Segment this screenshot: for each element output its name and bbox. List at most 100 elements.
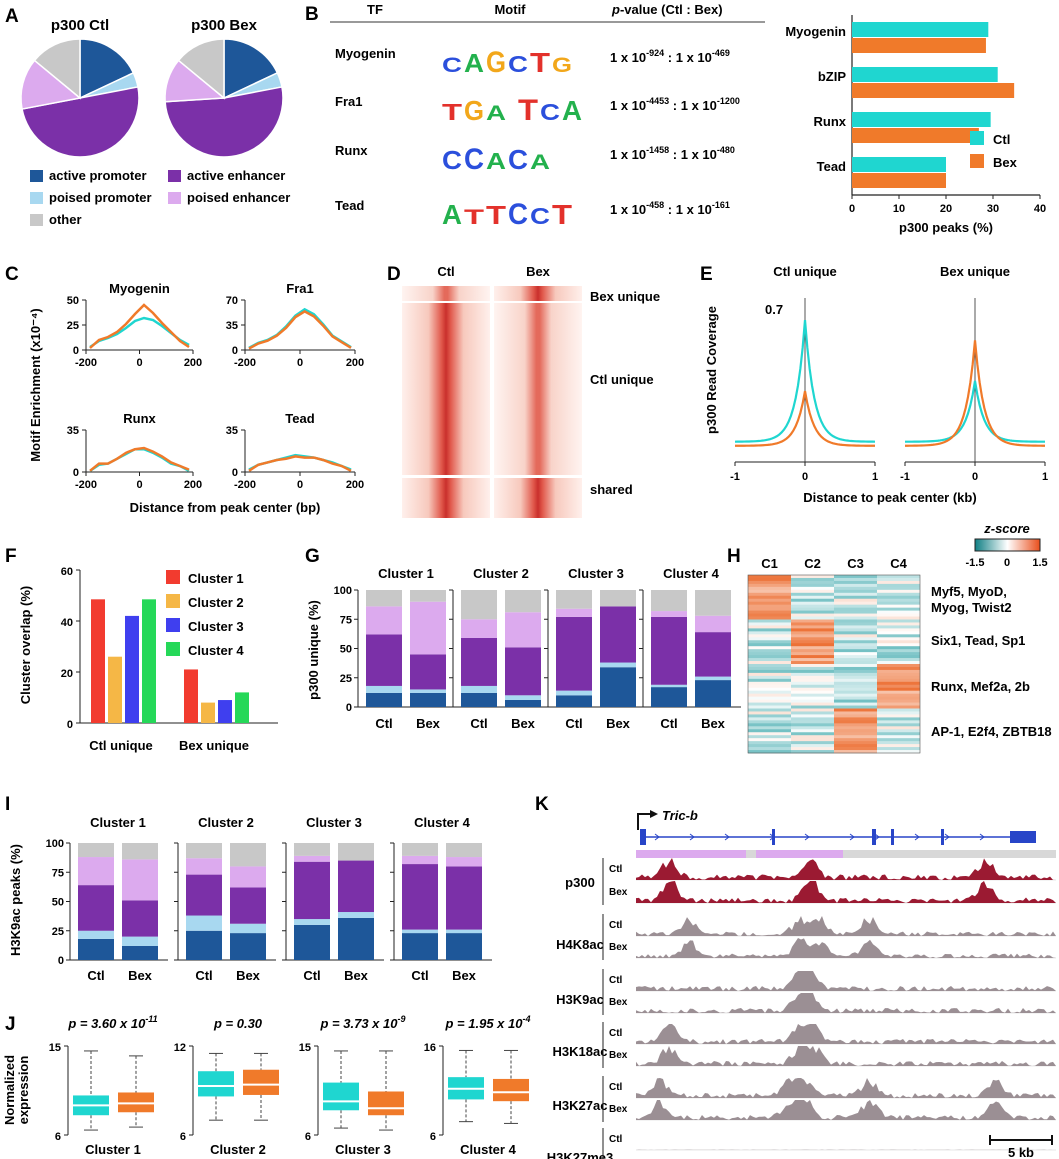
x-tick-label: 0 xyxy=(136,479,142,491)
y-tick-label: 0 xyxy=(73,467,79,479)
heat-cell xyxy=(877,693,920,698)
pie-slice-poised_enhancer xyxy=(20,59,82,110)
pvalue-label: p = 1.95 x 10-4 xyxy=(445,1014,531,1031)
stack-seg-active_promoter xyxy=(410,692,446,707)
stack-seg-active_promoter xyxy=(505,699,541,707)
heat-cell xyxy=(791,735,834,739)
stack-seg-active_promoter xyxy=(230,933,266,960)
heat-cell xyxy=(834,726,877,730)
y-tick-label: 50 xyxy=(67,295,79,307)
heat-cell xyxy=(791,598,834,603)
motif-letter: C xyxy=(442,147,462,175)
bar-label-ctl: Ctl xyxy=(87,968,104,983)
pvalue-exp-ctl: -458 xyxy=(646,200,664,210)
header-tf: TF xyxy=(367,2,383,17)
legend-swatch-ctl xyxy=(970,131,984,145)
heat-cell xyxy=(834,625,877,629)
heat-cell xyxy=(791,580,834,585)
pie-slice-active_enhancer xyxy=(164,86,284,158)
group-title: Cluster 4 xyxy=(663,566,719,581)
heat-column-label: C2 xyxy=(804,556,821,571)
heat-cell xyxy=(791,684,834,689)
x-tick-label: 0 xyxy=(297,357,303,369)
heat-cell xyxy=(748,732,791,736)
stack-seg-poised_promoter xyxy=(446,929,482,934)
row-group-label: Runx, Mef2a, 2b xyxy=(931,679,1030,694)
heat-cell xyxy=(834,708,877,712)
stack-group: Cluster 2 Ctl Bex xyxy=(449,566,551,731)
heat-cell xyxy=(877,702,920,706)
y-tick-label: 20 xyxy=(61,668,73,680)
heat-cell xyxy=(834,619,877,623)
heat-cell xyxy=(748,575,791,579)
signal-h3k18ac-ctl xyxy=(636,1024,1056,1044)
y-tick-label: 0 xyxy=(67,719,73,731)
bar-label-bex: Bex xyxy=(236,968,261,983)
legend-swatch-cluster-4 xyxy=(166,642,180,656)
box-group: p = 1.95 x 10-4 6 16 Cluster 4 xyxy=(424,1014,531,1157)
y-tick-label: 15 xyxy=(49,1042,61,1054)
stack-seg-active_promoter xyxy=(294,924,330,960)
pvalue-base-2: 1 x 10 xyxy=(681,98,717,113)
bar-cluster-1 xyxy=(91,599,105,723)
heat-cell xyxy=(834,702,877,706)
heat-cell xyxy=(791,738,834,742)
pie-slice-active_promoter xyxy=(223,38,279,100)
stack-seg-poised_enhancer xyxy=(505,612,541,648)
pvalue-base-1: 1 x 10 xyxy=(610,98,646,113)
heat-cell xyxy=(791,649,834,653)
signal-h3k27ac-ctl xyxy=(636,1078,1056,1098)
heat-cell xyxy=(748,702,791,706)
pvalue-sep: : xyxy=(669,98,681,113)
heat-cell xyxy=(791,705,834,709)
panel-f-cluster-overlap: 0 20 40 60 Ctl unique Bex unique Cluster 1 Clus… xyxy=(18,566,278,753)
heat-cell xyxy=(834,678,877,683)
row-group-label-line: Myf5, MyoD, xyxy=(931,584,1007,599)
heat-cell xyxy=(834,580,877,585)
heat-cell xyxy=(748,684,791,689)
motif-letter: A xyxy=(442,199,462,230)
heat-cell xyxy=(877,717,920,721)
heat-cell xyxy=(834,693,877,698)
heat-cell xyxy=(877,640,920,644)
box-bex xyxy=(368,1091,404,1116)
y-tick-label: 6 xyxy=(180,1131,186,1143)
x-axis-title: Distance from peak center (bp) xyxy=(130,500,321,515)
stack-seg-poised_enhancer xyxy=(230,866,266,888)
stack-seg-other xyxy=(461,590,497,620)
heat-cell xyxy=(791,601,834,606)
heat-cell xyxy=(748,595,791,600)
legend-swatch-poised_enhancer xyxy=(168,192,181,204)
heat-cell xyxy=(834,664,877,668)
stack-seg-poised_enhancer xyxy=(446,857,482,867)
column-label-bex: Bex xyxy=(526,264,551,279)
heat-cell xyxy=(791,625,834,629)
legend-label-ctl: Ctl xyxy=(993,132,1010,147)
bar-bex xyxy=(852,38,986,53)
chromatin-state-enhancer xyxy=(756,850,843,858)
heat-cell xyxy=(748,711,791,715)
heat-cell xyxy=(791,669,834,674)
heat-cell xyxy=(877,658,920,662)
x-tick-label: -200 xyxy=(75,479,97,491)
heat-cell xyxy=(834,658,877,662)
heat-cell xyxy=(791,610,834,614)
heat-cell xyxy=(748,687,791,692)
heat-cell xyxy=(834,595,877,600)
strand-chevron xyxy=(849,833,855,841)
profile-title: Tead xyxy=(285,411,314,426)
y-axis-title: Cluster overlap (%) xyxy=(18,586,33,704)
motif-letter: T xyxy=(464,206,484,229)
y-tick-label: 50 xyxy=(52,897,64,909)
heat-cell xyxy=(877,625,920,629)
x-tick-label: 1 xyxy=(1042,471,1048,483)
heat-cell xyxy=(834,661,877,665)
box-group-title: Cluster 1 xyxy=(85,1142,141,1157)
panel-b-bar-chart: 0 10 20 30 40 Myogenin bZIP Runx Tead Ctl Bex p300 … xyxy=(785,15,1046,235)
heat-cell xyxy=(791,702,834,706)
heat-cell xyxy=(748,726,791,730)
heat-cell xyxy=(877,646,920,650)
heat-cell xyxy=(877,690,920,695)
stack-seg-poised_promoter xyxy=(410,689,446,693)
